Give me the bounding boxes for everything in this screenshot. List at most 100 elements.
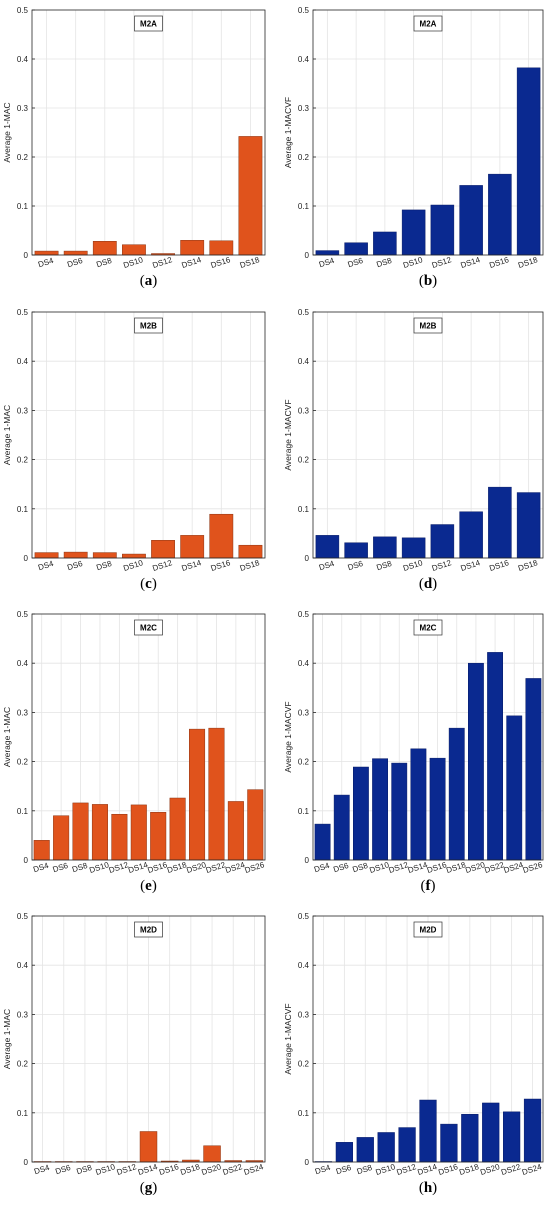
bar-ds8 — [72, 802, 89, 861]
x-tick-label: DS4 — [32, 861, 50, 875]
x-tick-label: DS12 — [151, 558, 173, 573]
chart-title-box — [134, 15, 163, 32]
bar-ds16 — [488, 173, 512, 256]
y-tick-label: 0.5 — [17, 308, 29, 317]
chart-title-box — [413, 921, 443, 938]
y-tick-label: 0.4 — [298, 961, 310, 970]
bar-ds10 — [122, 553, 146, 559]
chart-title-box — [413, 317, 443, 334]
caption-open-paren: ( — [419, 1180, 424, 1196]
y-axis-label: Average 1-MAC — [2, 405, 12, 465]
axes-box — [31, 915, 266, 1163]
x-tick-label: DS8 — [356, 1163, 374, 1177]
bar-ds8 — [356, 1137, 374, 1163]
bar-ds24 — [506, 715, 523, 861]
x-tick-label: DS16 — [210, 255, 232, 270]
y-tick-label: 0.5 — [17, 6, 29, 15]
caption-letter: h — [424, 1180, 433, 1196]
y-tick-label: 0.5 — [298, 6, 310, 15]
bar-ds14 — [180, 240, 205, 256]
y-tick-label: 0.3 — [17, 708, 29, 717]
y-tick-label: 0.3 — [298, 1010, 310, 1019]
bar-ds10 — [372, 758, 389, 861]
x-tick-label: DS16 — [437, 1162, 459, 1177]
x-tick-label: DS24 — [243, 1162, 265, 1177]
x-tick-label: DS4 — [318, 256, 336, 270]
bar-ds6 — [63, 250, 88, 256]
x-tick-label: DS24 — [521, 1162, 543, 1177]
y-tick-label: 0.4 — [17, 357, 29, 366]
chart-title: M2C — [420, 624, 437, 633]
x-tick-label: DS20 — [200, 1162, 222, 1177]
bar-ds18 — [238, 136, 263, 256]
y-tick-label: 0 — [305, 856, 310, 865]
y-tick-label: 0.4 — [17, 659, 29, 668]
y-tick-label: 0.1 — [298, 202, 310, 211]
y-tick-label: 0.1 — [298, 505, 310, 514]
y-tick-label: 0.1 — [298, 1109, 310, 1118]
bar-ds16 — [209, 513, 234, 559]
x-tick-label: DS6 — [54, 1163, 72, 1177]
x-tick-label: DS14 — [137, 1162, 159, 1177]
caption-letter: a — [145, 273, 153, 289]
x-tick-label: DS8 — [75, 1163, 93, 1177]
y-axis-label: Average 1-MACVF — [283, 399, 293, 470]
plot-area — [32, 614, 265, 860]
caption-open-paren: ( — [140, 1180, 145, 1196]
bar-ds16 — [150, 812, 167, 861]
y-tick-label: 0.1 — [298, 807, 310, 816]
bar-ds6 — [344, 242, 368, 256]
y-tick-label: 0.3 — [17, 406, 29, 415]
bar-ds20 — [203, 1145, 221, 1163]
x-tick-label: DS16 — [488, 558, 510, 573]
chart-title: M2A — [140, 20, 157, 29]
bar-ds10 — [401, 537, 426, 559]
x-tick-label: DS8 — [95, 256, 113, 270]
x-tick-label: DS10 — [402, 255, 424, 270]
bar-ds22 — [208, 727, 225, 861]
x-tick-label: DS6 — [66, 256, 84, 270]
axes-box — [31, 9, 266, 256]
bar-ds8 — [92, 552, 117, 559]
subfigure-caption: (d) — [419, 576, 437, 592]
bar-ds24 — [523, 1098, 542, 1163]
caption-open-paren: ( — [140, 878, 145, 894]
bar-ds4 — [34, 250, 59, 256]
x-tick-label: DS10 — [122, 558, 144, 573]
y-tick-label: 0.3 — [17, 1010, 29, 1019]
y-tick-label: 0.1 — [17, 202, 29, 211]
caption-letter: e — [145, 878, 152, 894]
caption-letter: g — [145, 1180, 153, 1196]
bar-ds12 — [111, 813, 128, 861]
y-tick-label: 0.1 — [17, 807, 29, 816]
y-tick-label: 0.3 — [17, 104, 29, 113]
bar-ds4 — [314, 823, 331, 861]
chart-title-box — [134, 921, 163, 938]
x-tick-label: DS6 — [66, 559, 84, 573]
y-tick-label: 0 — [305, 554, 310, 563]
y-tick-label: 0.2 — [298, 758, 310, 767]
bar-ds20 — [468, 662, 484, 861]
bar-ds10 — [122, 244, 146, 256]
x-tick-label: DS4 — [314, 1163, 332, 1177]
bar-ds14 — [419, 1099, 437, 1163]
x-tick-label: DS20 — [479, 1162, 501, 1177]
y-tick-label: 0 — [24, 554, 29, 563]
bar-ds8 — [92, 241, 117, 256]
bar-ds18 — [516, 67, 541, 256]
x-tick-label: DS12 — [395, 1162, 417, 1177]
y-tick-label: 0.5 — [17, 912, 29, 921]
bar-ds10 — [377, 1132, 395, 1163]
y-tick-label: 0.4 — [298, 55, 310, 64]
subfigure-caption: (a) — [140, 273, 158, 289]
bar-ds6 — [344, 542, 368, 559]
x-tick-label: DS10 — [122, 255, 144, 270]
x-tick-label: DS16 — [210, 558, 232, 573]
y-tick-label: 0.5 — [298, 912, 310, 921]
chart-title: M2C — [140, 624, 157, 633]
y-tick-label: 0 — [24, 856, 29, 865]
bar-ds16 — [440, 1123, 458, 1163]
